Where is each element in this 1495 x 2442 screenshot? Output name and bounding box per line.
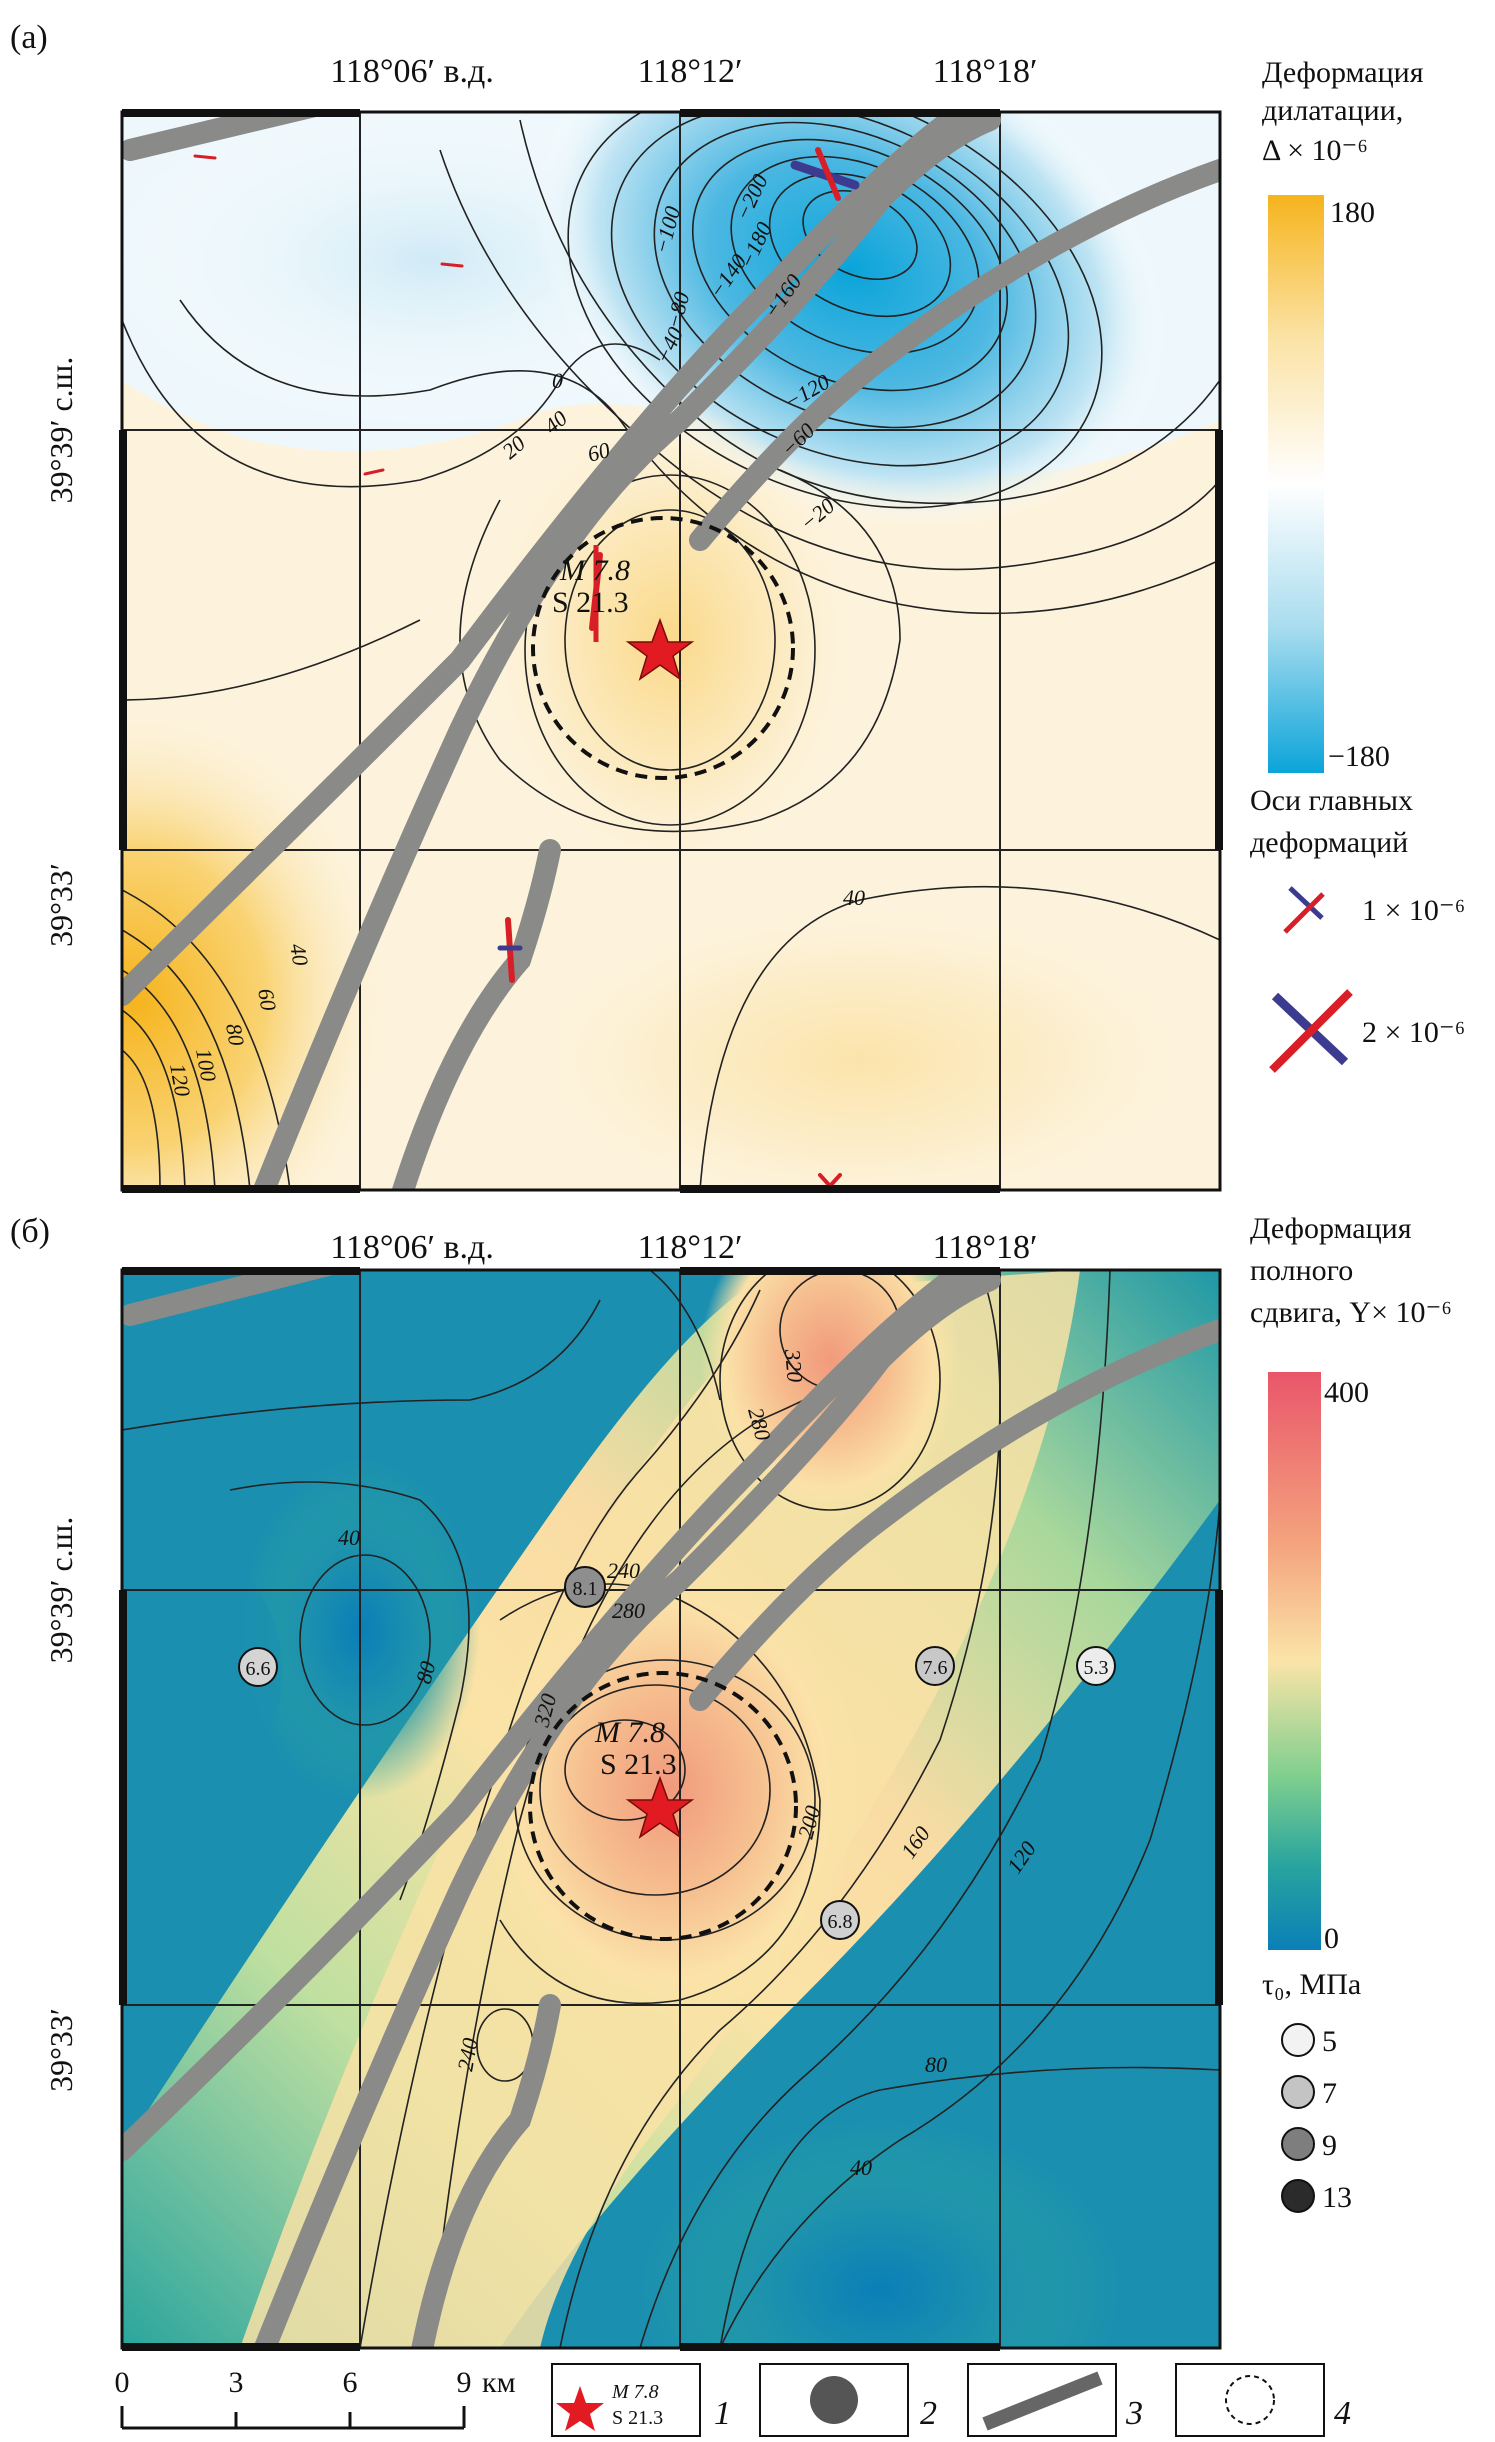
station-5-3: 5.3 [1076, 1646, 1116, 1686]
panel-b-lon-2: 118°12′ [638, 1229, 743, 1266]
legend-star-icon [556, 2386, 604, 2431]
panel-b-legend-title-1: Деформация [1250, 1212, 1412, 1245]
panel-b-contours [122, 1270, 1220, 2348]
legend-item-2: 2 [759, 2363, 937, 2437]
panel-a-rupture-circle [531, 516, 795, 780]
svg-text:7: 7 [1322, 2077, 1337, 2110]
panel-a-lon-1: 118°06′ в.д. [330, 53, 494, 90]
svg-text:M 7.8: M 7.8 [611, 2381, 659, 2403]
panel-a-scale-max: 180 [1330, 196, 1375, 229]
svg-text:6.6: 6.6 [246, 1658, 271, 1680]
svg-text:9: 9 [1322, 2129, 1337, 2162]
svg-text:40: 40 [338, 1525, 360, 1550]
svg-text:40: 40 [285, 942, 313, 968]
svg-text:80: 80 [925, 2052, 947, 2077]
svg-text:120: 120 [165, 1062, 195, 1099]
svg-text:7.6: 7.6 [923, 1657, 948, 1679]
svg-text:240: 240 [607, 1558, 640, 1583]
panel-b-lon-1: 118°06′ в.д. [330, 1229, 494, 1266]
panel-a-axes-item-1: 1 × 10⁻⁶ [1362, 894, 1465, 927]
panel-a-letter: (а) [10, 19, 48, 56]
svg-text:S 21.3: S 21.3 [612, 2407, 663, 2429]
svg-text:8.1: 8.1 [573, 1578, 598, 1600]
panel-a-faults [122, 112, 1220, 1190]
panel-b-letter: (б) [10, 1213, 50, 1250]
panel-b-legend-title-2: полного [1250, 1254, 1353, 1287]
panel-a-frame-ticks [119, 109, 1223, 1193]
panel-b-legend-title-3: сдвига, Y× 10⁻⁶ [1250, 1296, 1452, 1329]
legend-station-icon [810, 2376, 858, 2424]
svg-text:6: 6 [343, 2366, 358, 2399]
panel-b-scale-max: 400 [1324, 1376, 1369, 1409]
panel-b-epicenter-star [625, 1775, 695, 1839]
svg-text:280: 280 [612, 1598, 645, 1623]
svg-text:60: 60 [253, 987, 281, 1013]
svg-text:100: 100 [191, 1047, 221, 1084]
svg-text:2: 2 [920, 2395, 937, 2432]
station-8-1: 8.1 [564, 1566, 606, 1608]
station-6-8: 6.8 [820, 1900, 860, 1940]
panel-a-axes-legend-large [1269, 989, 1353, 1073]
panel-b-stations: 8.1 6.6 7.6 5.3 6.8 [238, 1566, 1116, 1940]
panel-a-lon-3: 118°18′ [933, 53, 1038, 90]
panel-b-tau-legend: 5 7 9 13 [1281, 2023, 1352, 2214]
svg-text:5: 5 [1322, 2025, 1337, 2058]
panel-b-frame-ticks [119, 1267, 1223, 2351]
panel-b-tau-title: τ₀, МПа [1262, 1968, 1361, 2001]
legend-item-3: 3 [967, 2363, 1143, 2437]
svg-text:3: 3 [229, 2366, 244, 2399]
svg-text:80: 80 [221, 1022, 249, 1048]
svg-text:40: 40 [843, 885, 865, 910]
svg-text:0: 0 [115, 2366, 130, 2399]
panel-a-lat-1: 39°39′ с.ш. [43, 357, 79, 504]
svg-text:4: 4 [1334, 2395, 1351, 2432]
panel-b-lon-3: 118°18′ [933, 1229, 1038, 1266]
panel-b-scale-min: 0 [1324, 1922, 1339, 1955]
station-7-6: 7.6 [915, 1646, 955, 1686]
panel-b-rupture-circle [528, 1671, 798, 1941]
svg-text:240: 240 [452, 2036, 482, 2073]
svg-text:40: 40 [850, 2155, 872, 2180]
panel-a-legend-title-1: Деформация [1262, 56, 1424, 89]
svg-text:9: 9 [457, 2366, 472, 2399]
station-6-6: 6.6 [238, 1647, 278, 1687]
svg-text:13: 13 [1322, 2181, 1352, 2214]
panel-a-axes-legend-small [1283, 886, 1325, 934]
panel-a-axes-item-2: 2 × 10⁻⁶ [1362, 1016, 1465, 1049]
panel-b-lat-2: 39°33′ [43, 2008, 79, 2092]
legend-item-4: 4 [1175, 2363, 1351, 2437]
panel-a-axes-title-1: Оси главных [1250, 784, 1413, 817]
panel-a-axes-title-2: деформаций [1250, 826, 1408, 859]
svg-text:320: 320 [780, 1347, 808, 1383]
panel-a-strain-axes [193, 147, 860, 1189]
scale-bar: 0 3 6 9 км [115, 2366, 516, 2430]
panel-a-epicenter-star [625, 617, 695, 681]
panel-b-event-code: S 21.3 [600, 1748, 677, 1781]
panel-a-map: M 7.8 S 21.3 −200 −180 −160 −140 −120 −1… [122, 112, 1220, 1190]
svg-text:6.8: 6.8 [828, 1911, 853, 1933]
legend-fault-icon [982, 2371, 1103, 2431]
panel-a-event-code: S 21.3 [552, 586, 629, 619]
svg-text:км: км [482, 2366, 516, 2399]
panel-a-lat-2: 39°33′ [43, 863, 79, 947]
panel-a-legend-title-2: дилатации, [1262, 94, 1403, 127]
panel-b-color-scale [1268, 1372, 1321, 1950]
svg-text:5.3: 5.3 [1084, 1657, 1109, 1679]
panel-a-scale-min: −180 [1328, 740, 1390, 773]
panel-a-color-scale [1268, 195, 1324, 773]
panel-b-lat-1: 39°39′ с.ш. [43, 1517, 79, 1664]
legend-dashed-circle-icon [1225, 2375, 1275, 2425]
panel-b-event-mag: M 7.8 [594, 1716, 665, 1749]
svg-text:3: 3 [1125, 2395, 1143, 2432]
panel-a-legend-title-3: Δ × 10⁻⁶ [1262, 134, 1368, 167]
panel-a-event-mag: M 7.8 [559, 554, 630, 587]
svg-text:0: 0 [552, 368, 563, 393]
svg-text:1: 1 [714, 2395, 731, 2432]
panel-b-map: 8.1 6.6 7.6 5.3 6.8 M 7.8 S 21.3 [122, 1270, 1220, 2348]
panel-a-lon-2: 118°12′ [638, 53, 743, 90]
legend-item-1: M 7.8 S 21.3 1 [551, 2363, 731, 2437]
